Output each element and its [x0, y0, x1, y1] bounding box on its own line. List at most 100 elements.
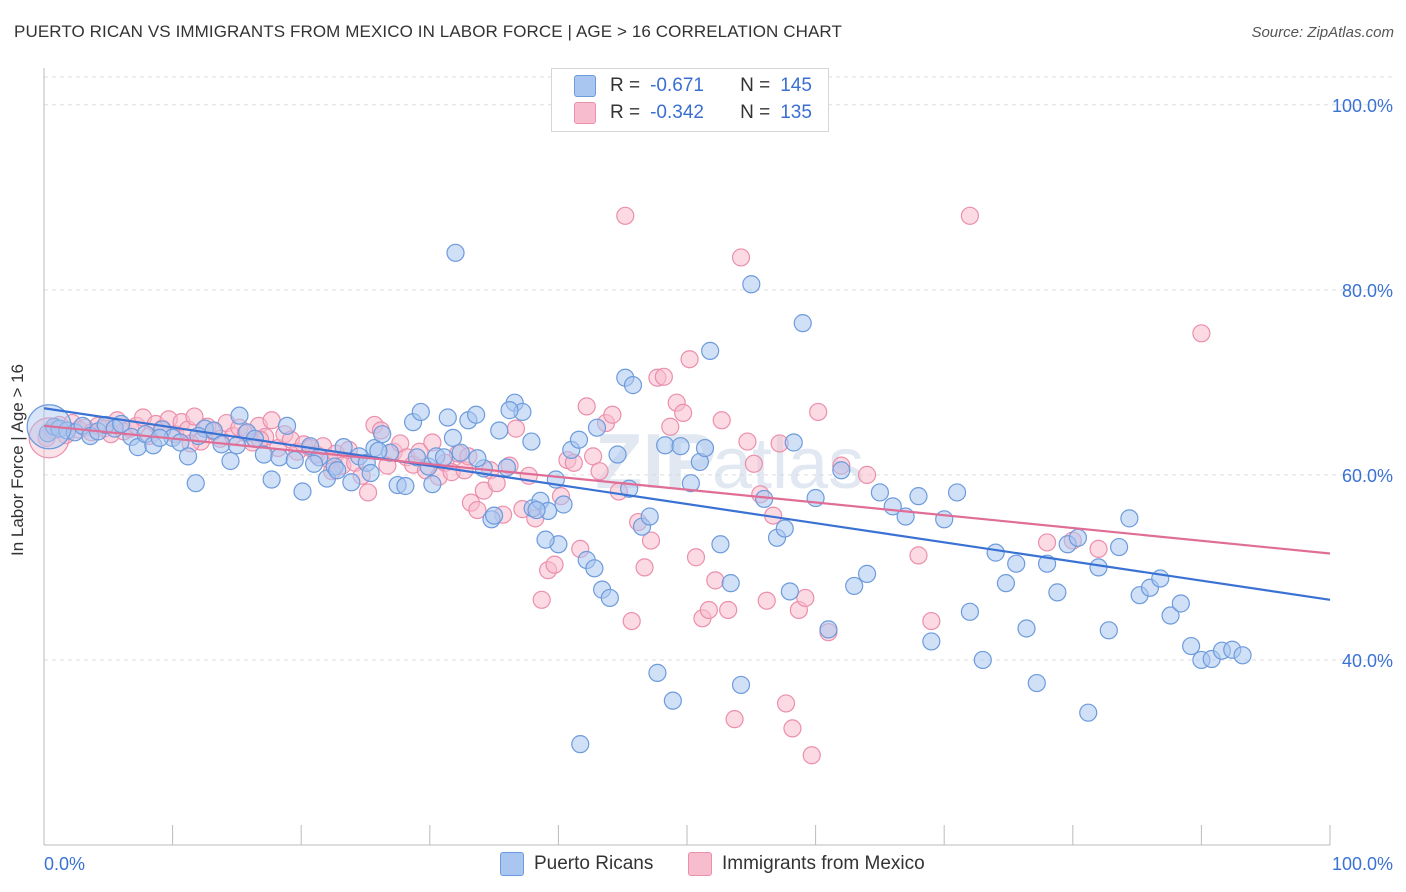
mexico-point: [654, 367, 673, 386]
puerto-rican-point: [857, 564, 877, 583]
mexico-point: [577, 397, 596, 416]
puerto-rican-point: [527, 500, 546, 520]
mexico-point: [506, 419, 526, 438]
legend-label: Puerto Ricans: [534, 853, 654, 874]
puerto-rican-point: [443, 428, 463, 447]
x-tick-label-max: 100.0%: [1332, 854, 1393, 874]
y-tick-label: 100.0%: [1332, 96, 1393, 116]
mexico-point: [909, 546, 928, 565]
r-value: -0.342: [650, 102, 704, 123]
y-tick-label: 80.0%: [1342, 281, 1393, 301]
mexico-point: [757, 591, 776, 610]
puerto-rican-point: [1182, 636, 1201, 656]
puerto-rican-point: [973, 650, 992, 670]
pink-swatch: [688, 852, 712, 876]
puerto-rican-point: [922, 632, 941, 651]
puerto-rican-point: [935, 510, 954, 529]
axes: [43, 68, 1331, 846]
puerto-rican-point: [600, 588, 619, 608]
source-label: Source: ZipAtlas.com: [1251, 24, 1394, 41]
puerto-rican-point: [721, 574, 740, 593]
puerto-rican-point: [277, 416, 297, 435]
puerto-rican-point: [1037, 554, 1057, 573]
puerto-rican-point: [569, 430, 589, 449]
puerto-rican-point: [373, 425, 392, 444]
legend-item-puerto-ricans[interactable]: Puerto Ricans: [500, 852, 653, 876]
mexico-point: [674, 403, 693, 422]
mexico-point: [922, 611, 941, 631]
mexico-point: [661, 417, 680, 436]
puerto-rican-point: [522, 432, 541, 451]
puerto-rican-point: [681, 474, 700, 493]
legend-row-mexico: R = -0.342 N = 135: [574, 102, 812, 124]
puerto-rican-point: [648, 663, 667, 682]
n-label: N =: [740, 102, 771, 123]
puerto-rican-point: [870, 483, 890, 502]
puerto-rican-point: [490, 421, 509, 440]
puerto-rican-point: [1233, 646, 1252, 665]
puerto-rican-point: [845, 576, 864, 596]
blue-swatch: [500, 852, 524, 876]
puerto-rican-point: [623, 376, 643, 395]
n-value: 135: [780, 102, 812, 123]
puerto-rican-point: [996, 574, 1016, 593]
puerto-rican-point: [1027, 673, 1046, 693]
mexico-point: [641, 531, 661, 550]
puerto-rican-point: [500, 401, 519, 420]
mexico-point: [532, 590, 551, 609]
puerto-rican-point: [361, 463, 380, 483]
y-axis-label: In Labor Force | Age > 16: [8, 363, 27, 557]
mexico-point: [712, 411, 731, 430]
legend-label: Immigrants from Mexico: [722, 853, 925, 874]
puerto-rican-point: [451, 443, 470, 462]
puerto-rican-point: [793, 314, 812, 333]
puerto-rican-point: [1109, 537, 1129, 557]
puerto-rican-point: [1068, 528, 1088, 547]
r-label: R =: [610, 102, 641, 123]
puerto-rican-point: [656, 436, 675, 455]
y-tick-label: 60.0%: [1342, 466, 1393, 486]
puerto-rican-point: [466, 405, 486, 424]
puerto-rican-point: [711, 535, 730, 554]
x-tick-label-min: 0.0%: [44, 854, 85, 874]
puerto-rican-point: [1171, 594, 1190, 613]
puerto-rican-point: [438, 408, 457, 427]
mexico-point: [960, 206, 980, 225]
mexico-point: [686, 548, 706, 567]
mexico-point: [776, 694, 796, 713]
puerto-rican-point: [986, 543, 1005, 562]
mexico-point: [719, 600, 738, 620]
puerto-rican-trend-line: [43, 407, 1331, 601]
series-legend: Puerto Ricans Immigrants from Mexico: [0, 852, 1406, 878]
mexico-point: [738, 432, 757, 451]
puerto-rican-point: [784, 433, 803, 452]
puerto-rican-point: [434, 448, 454, 467]
puerto-rican-point: [832, 461, 851, 480]
puerto-rican-point: [1048, 583, 1067, 602]
puerto-rican-point: [780, 582, 799, 601]
puerto-rican-points: [26, 243, 1252, 754]
pink-swatch: [574, 102, 596, 124]
puerto-rican-point: [328, 461, 347, 480]
puerto-rican-point: [960, 602, 980, 621]
mexico-point: [783, 719, 802, 738]
puerto-rican-point: [293, 482, 312, 501]
trend-lines: [43, 407, 1331, 601]
n-label: N =: [740, 75, 771, 96]
puerto-rican-point: [423, 475, 442, 494]
puerto-rican-point: [485, 506, 504, 525]
tick-labels: 40.0% 60.0% 80.0% 100.0% 0.0% 100.0%: [44, 96, 1393, 874]
mexico-point: [590, 462, 609, 481]
puerto-rican-point: [1017, 619, 1036, 638]
legend-item-mexico[interactable]: Immigrants from Mexico: [688, 852, 925, 876]
r-value: -0.671: [650, 75, 704, 96]
mexico-point: [744, 454, 763, 473]
mexico-point: [680, 350, 699, 369]
mexico-point: [603, 405, 622, 424]
mexico-point: [699, 600, 718, 620]
puerto-rican-point: [571, 735, 590, 754]
puerto-rican-point: [742, 275, 761, 294]
mexico-point: [616, 206, 635, 225]
mexico-point: [706, 571, 725, 590]
